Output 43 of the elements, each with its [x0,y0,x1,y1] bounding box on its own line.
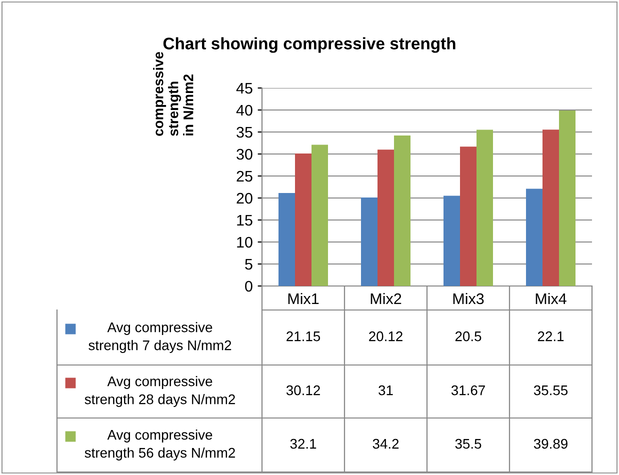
data-label: 31.67 [451,385,485,396]
y-tick-label: 30 [236,148,252,160]
x-tick-label: Mix1 [288,292,319,304]
x-tick-label: Mix2 [370,292,402,304]
bar [542,130,559,286]
data-label: 20.12 [369,331,402,342]
data-label: 20.5 [455,331,482,342]
data-label: 21.15 [286,331,320,342]
data-label: 31 [378,385,393,396]
y-tick-label: 25 [236,170,252,182]
y-tick-label: 20 [236,192,252,204]
bar [394,136,410,286]
bar [312,144,328,286]
y-axis-title: compressive strength in N/mm2 [153,52,194,136]
bar [295,153,312,286]
y-tick-label: 5 [245,259,252,270]
bar [559,110,576,286]
bar [378,150,394,286]
data-label: 30.12 [286,385,320,396]
data-label: 32.1 [290,438,316,449]
y-tick-label: 10 [237,236,252,248]
x-tick-label: Mix4 [536,292,566,304]
legend-label: Avg compressive strength 56 days N/mm2 [84,430,235,460]
legend-label: Avg compressive strength 28 days N/mm2 [84,376,235,407]
x-tick-label: Mix3 [453,292,484,304]
data-label: 35.5 [455,438,482,449]
data-label: 35.55 [534,385,568,396]
bar [361,197,378,286]
y-tick-label: 15 [237,215,252,226]
legend-label: Avg compressive strength 7 days N/mm2 [88,322,232,353]
chart-title: Chart showing compressive strength [163,37,456,53]
bar [476,130,493,286]
bar [444,196,460,286]
y-tick-label: 45 [236,83,252,94]
y-tick-label: 35 [236,126,252,138]
bar [460,146,476,286]
data-label: 39.89 [534,438,568,449]
bar [278,192,295,286]
data-label: 34.2 [372,438,399,449]
y-tick-label: 40 [236,104,252,116]
y-tick-label: 0 [245,280,252,292]
data-label: 22.1 [538,331,564,342]
bar [526,188,542,286]
